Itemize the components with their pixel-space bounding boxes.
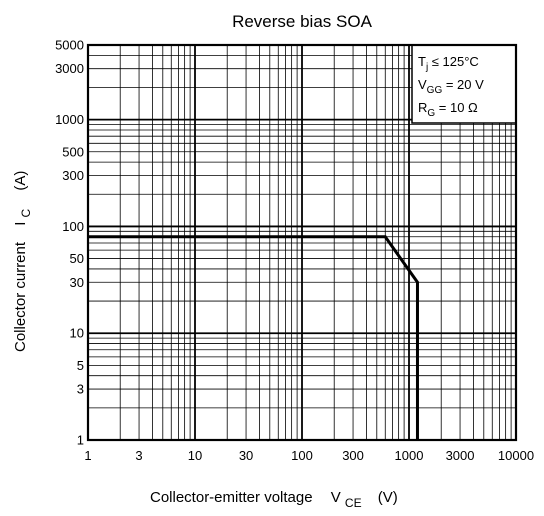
condition-subscript: j [425,62,428,73]
y-tick-label: 50 [70,251,84,266]
condition-subscript: G [427,108,435,119]
y-tick-label: 500 [62,144,84,159]
condition-symbol: V [418,77,427,92]
x-axis-title: Collector-emitter voltage V CE (V) [150,489,398,511]
y-tick-label: 10 [70,326,84,341]
condition-text: Tj ≤ 125°C [418,54,479,73]
x-axis-subscript: CE [345,496,362,510]
y-axis-symbol: I [12,222,29,226]
x-tick-label: 1000 [395,448,424,463]
x-tick-label: 3000 [446,448,475,463]
y-tick-label: 100 [62,219,84,234]
x-tick-label: 30 [239,448,253,463]
x-axis-label: Collector-emitter voltage [150,489,313,506]
plot-frame [86,43,518,442]
x-tick-label: 10000 [498,448,534,463]
chart-title: Reverse bias SOA [232,12,372,31]
y-tick-label: 300 [62,168,84,183]
y-tick-label: 30 [70,275,84,290]
condition-value: = 20 V [442,77,484,92]
condition-text: VGG = 20 V [418,77,484,96]
y-axis-label: Collector current [12,241,29,352]
grid-lines [88,45,516,440]
x-tick-label: 10 [188,448,202,463]
x-tick-label: 100 [291,448,313,463]
y-tick-label: 1000 [55,112,84,127]
series-layer [88,235,419,440]
x-tick-label: 3 [135,448,142,463]
x-axis-symbol: V [331,489,341,506]
conditions-box-background [411,44,517,124]
y-tick-label: 1 [77,433,84,448]
condition-value: ≤ 125°C [428,54,479,69]
y-tick-labels: 1 3 5 10 30 50 100 300 500 1000 3000 5000 [55,38,84,448]
condition-symbol: T [418,54,426,69]
y-axis-title: Collector current I C (A) [12,171,34,352]
x-tick-labels: 1 3 10 30 100 300 1000 3000 10000 [84,448,534,463]
y-tick-label: 3000 [55,61,84,76]
x-tick-label: 300 [342,448,364,463]
condition-text: RG = 10 Ω [418,100,478,119]
y-tick-label: 3 [77,382,84,397]
x-tick-label: 1 [84,448,91,463]
condition-subscript: GG [427,85,443,96]
y-tick-label: 5 [77,358,84,373]
condition-value: = 10 Ω [435,100,478,115]
y-tick-label: 5000 [55,38,84,53]
y-axis-unit: (A) [12,171,29,191]
condition-symbol: R [418,100,427,115]
soa-boundary-line [88,235,419,440]
y-axis-subscript: C [19,208,33,217]
x-axis-unit: (V) [378,489,398,506]
